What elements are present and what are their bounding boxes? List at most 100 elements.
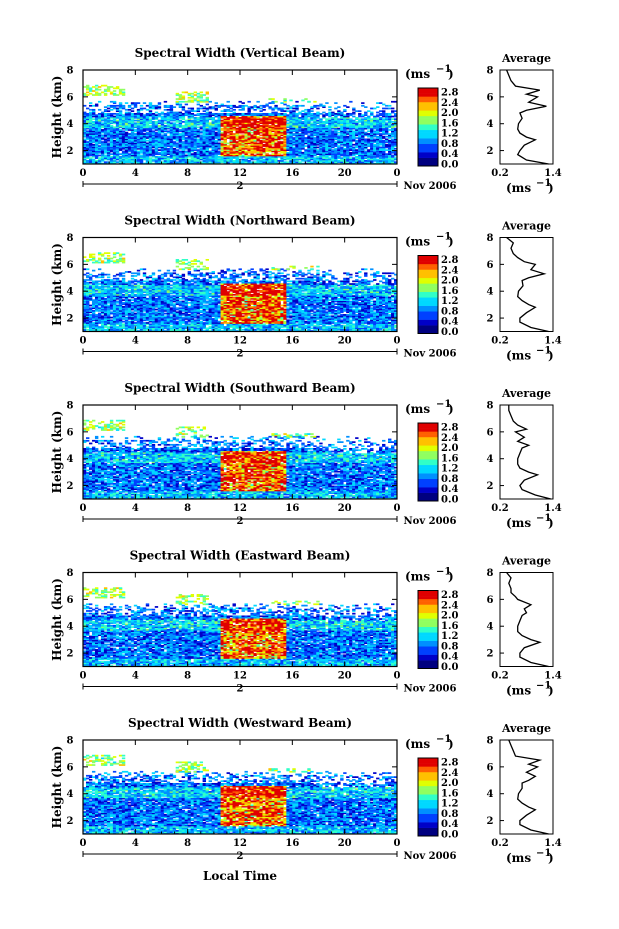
heatmap-cell <box>133 155 138 158</box>
heatmap-cell <box>181 153 186 155</box>
heatmap-cell <box>88 273 93 276</box>
heatmap-cell <box>292 146 296 149</box>
heatmap-cell <box>253 126 257 129</box>
heatmap-cell <box>115 149 120 151</box>
heatmap-cell <box>133 104 138 107</box>
heatmap-cell <box>211 154 215 157</box>
heatmap-cell <box>133 322 138 324</box>
heatmap-cell <box>91 125 96 127</box>
heatmap-cell <box>205 149 209 151</box>
heatmap-cell <box>193 129 198 131</box>
heatmap-cell <box>214 155 218 158</box>
heatmap-cell <box>226 114 230 117</box>
heatmap-cell <box>145 147 150 150</box>
heatmap-cell <box>154 121 159 123</box>
heatmap-cell <box>142 146 147 149</box>
heatmap-cell <box>205 108 209 111</box>
heatmap-cell <box>157 134 162 137</box>
heatmap-cell <box>112 115 117 118</box>
heatmap-cell <box>142 126 147 129</box>
heatmap-cell <box>103 252 108 255</box>
heatmap-cell <box>283 112 287 115</box>
heatmap-cell <box>94 127 99 130</box>
heatmap-cell <box>133 126 138 129</box>
heatmap-cell <box>130 102 135 104</box>
heatmap-cell <box>196 92 201 95</box>
heatmap-cell <box>118 91 123 94</box>
heatmap-cell <box>202 129 207 131</box>
heatmap-cell <box>217 104 221 107</box>
heatmap-cell <box>145 149 150 151</box>
heatmap-cell <box>211 131 215 134</box>
heatmap-cell <box>88 151 93 154</box>
heatmap-cell <box>232 114 236 117</box>
heatmap-cell <box>196 143 201 146</box>
heatmap-cell <box>166 130 171 133</box>
heatmap-cell <box>100 138 105 141</box>
heatmap-cell <box>196 122 201 125</box>
heatmap-cell <box>85 275 90 277</box>
heatmap-cell <box>91 94 96 96</box>
heatmap-cell <box>202 134 207 137</box>
heatmap-cell <box>214 153 218 155</box>
heatmap-cell <box>184 121 189 123</box>
heatmap-cell <box>202 119 207 122</box>
heatmap-cell <box>196 114 201 117</box>
heatmap-cell <box>205 126 209 129</box>
heatmap-cell <box>148 151 153 154</box>
heatmap-cell <box>100 155 105 158</box>
heatmap-cell <box>83 126 87 129</box>
heatmap-cell <box>169 117 174 119</box>
heatmap-cell <box>172 134 177 137</box>
heatmap-cell <box>148 143 153 146</box>
heatmap-cell <box>184 125 189 127</box>
heatmap-cell <box>103 142 108 145</box>
heatmap-cell <box>160 111 165 114</box>
heatmap-cell <box>376 135 380 138</box>
heatmap-cell <box>112 92 117 95</box>
heatmap-cell <box>136 284 141 287</box>
heatmap-cell <box>265 103 269 106</box>
heatmap-cell <box>130 131 135 134</box>
heatmap-cell <box>187 99 192 102</box>
heatmap-cell <box>121 135 126 138</box>
heatmap-cell <box>106 149 111 151</box>
heatmap-cell <box>199 104 204 107</box>
heatmap-cell <box>214 158 218 161</box>
heatmap-cell <box>199 145 204 147</box>
heatmap-cell <box>364 117 368 119</box>
heatmap-cell <box>121 130 126 133</box>
heatmap-cell <box>310 112 314 115</box>
heatmap-cell <box>235 158 239 161</box>
heatmap-cell <box>169 110 174 113</box>
heatmap-cell <box>139 135 144 138</box>
heatmap-cell <box>229 155 233 158</box>
heatmap-cell <box>178 122 183 125</box>
heatmap-cell <box>88 117 93 119</box>
heatmap-cell <box>202 138 207 141</box>
heatmap-cell <box>184 110 189 113</box>
heatmap-cell <box>103 328 108 331</box>
heatmap-cell <box>157 112 162 115</box>
heatmap-cell <box>94 161 99 164</box>
heatmap-cell <box>166 111 171 114</box>
heatmap-cell <box>83 142 87 145</box>
heatmap-cell <box>202 121 207 123</box>
heatmap-cell <box>115 112 120 115</box>
heatmap-cell <box>85 143 90 146</box>
heatmap-cell <box>238 126 242 129</box>
heatmap-cell <box>94 122 99 125</box>
heatmap-cell <box>85 94 90 96</box>
heatmap-cell <box>199 161 204 164</box>
heatmap-cell <box>112 153 117 155</box>
heatmap-cell <box>169 108 174 111</box>
heatmap-cell <box>151 151 156 154</box>
heatmap-cell <box>271 98 275 100</box>
heatmap-cell <box>208 127 212 130</box>
heatmap-cell <box>208 106 212 108</box>
heatmap-cell <box>85 119 90 122</box>
heatmap-cell <box>94 133 99 135</box>
heatmap-cell <box>130 149 135 151</box>
heatmap-cell <box>205 134 209 137</box>
heatmap-cell <box>268 112 272 115</box>
